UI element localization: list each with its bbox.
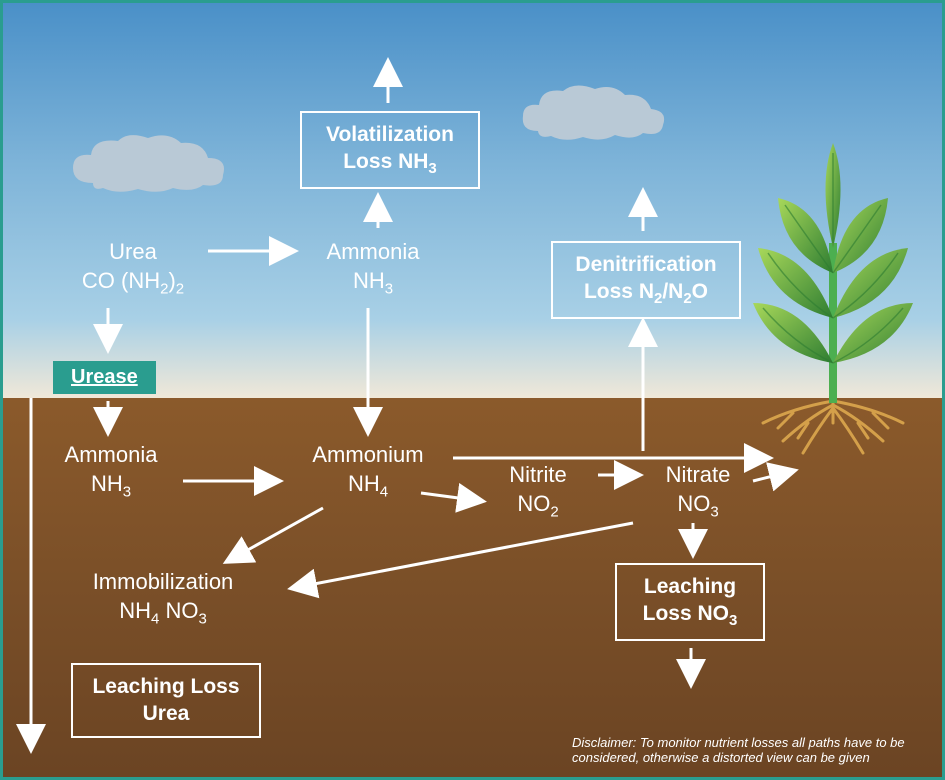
arrows-overlay	[3, 3, 945, 780]
diagram-container: Urea CO (NH2)2 Ammonia NH3 Volatilizatio…	[0, 0, 945, 780]
